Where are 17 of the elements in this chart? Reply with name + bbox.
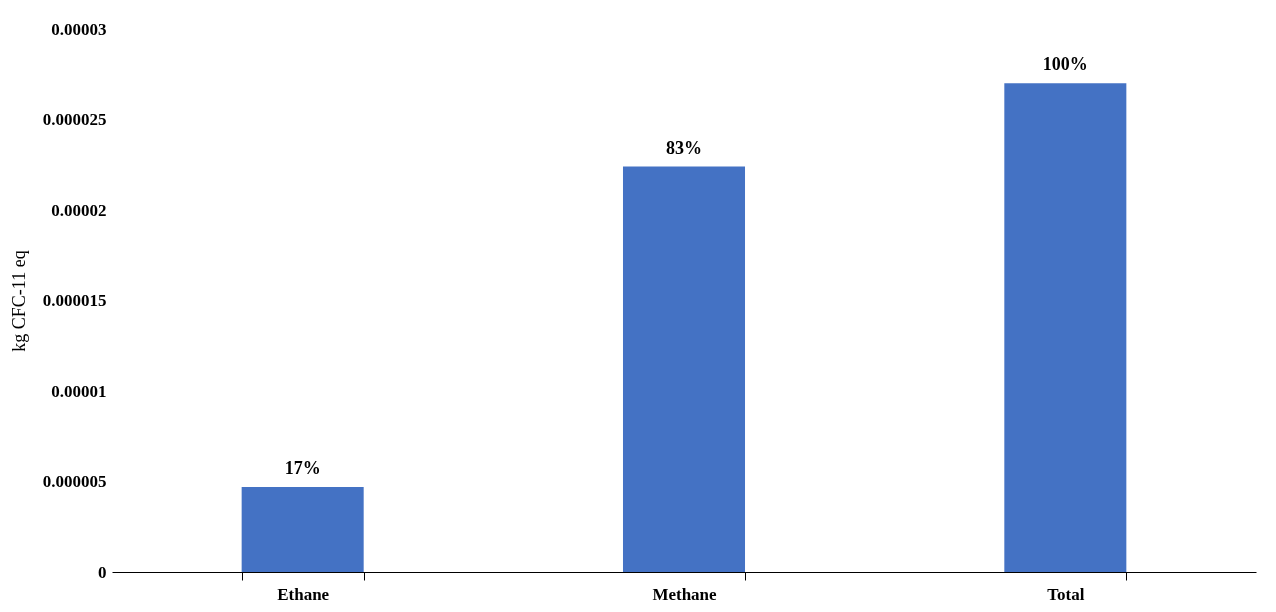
annotation: 83%	[666, 137, 702, 158]
y-tick-label: 0	[98, 562, 107, 582]
bar	[1004, 83, 1127, 572]
annotation: 17%	[284, 457, 321, 478]
x-tick-label: Total	[1047, 584, 1085, 604]
annotation: 100%	[1042, 54, 1088, 75]
x-tick-label: Ethane	[277, 584, 330, 604]
bar	[241, 486, 364, 572]
x-tick-label: Methane	[652, 584, 718, 604]
y-tick-label: 0.000005	[42, 472, 107, 491]
y-tick-label: 0.000025	[42, 110, 107, 129]
y-tick-label: 0.00001	[51, 381, 107, 401]
y-axis-title: kg CFC-11 eq	[8, 250, 29, 352]
y-tick-label: 0.000015	[42, 291, 107, 310]
bar	[622, 166, 746, 572]
y-tick-label: 0.00002	[51, 200, 107, 220]
y-tick-label: 0.00003	[51, 19, 107, 39]
